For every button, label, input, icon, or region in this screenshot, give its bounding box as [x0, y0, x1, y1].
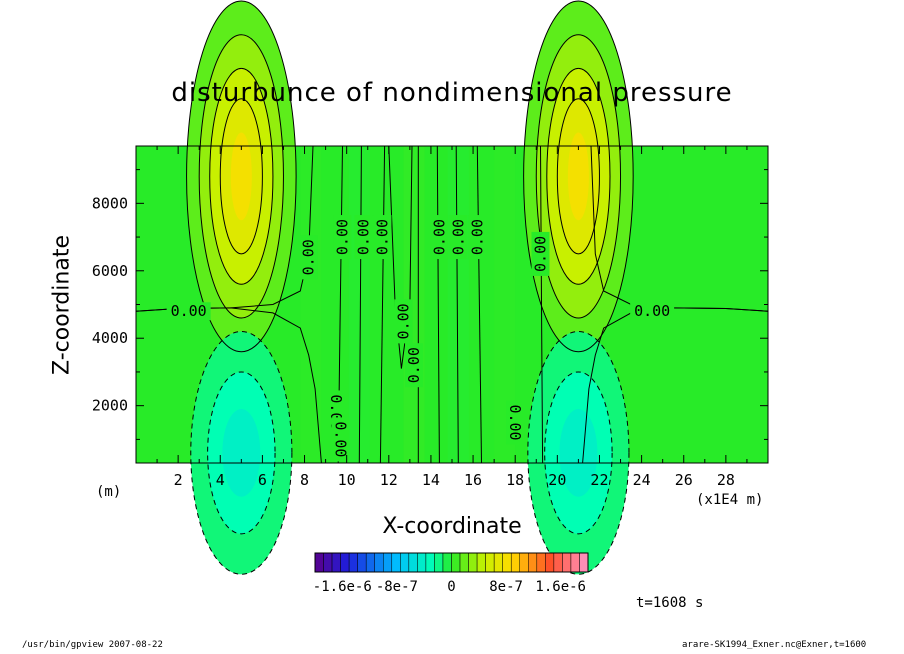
y-tick-label: 2000: [92, 397, 128, 415]
contour-label: 0.00: [300, 239, 318, 275]
x-tick-label: 14: [422, 471, 440, 489]
colorbar-tick-label: -8e-7: [376, 579, 418, 595]
x-tick-label: 22: [590, 471, 608, 489]
x-axis: 2 4 6 8 10 12 14 16 18 20 22 24 26 28: [156, 146, 748, 489]
contour-label: 0.00: [395, 303, 413, 339]
contour-label: 0.00: [333, 219, 351, 255]
contour-label: 0.00: [468, 219, 486, 255]
x-axis-label: X-coordinate: [382, 514, 522, 539]
contour-label: 0.00: [506, 404, 524, 440]
x-tick-label: 12: [380, 471, 398, 489]
x-tick-label: 16: [464, 471, 482, 489]
time-annotation: t=1608 s: [636, 595, 704, 611]
footer-right: arare-SK1994_Exner.nc@Exner,t=1600: [682, 640, 867, 650]
x-tick-label: 4: [216, 471, 225, 489]
contour-label: 0.00: [355, 219, 373, 255]
x-unit-right: (x1E4 m): [696, 492, 764, 508]
y-axis-label: Z-coordinate: [49, 235, 75, 375]
contour-label: 0.00: [634, 302, 670, 320]
y-tick-label: 8000: [92, 194, 128, 212]
footer-left: /usr/bin/gpview 2007-08-22: [22, 640, 163, 650]
contour-label: 0.00: [405, 347, 423, 383]
chart-title: disturbunce of nondimensional pressure: [171, 78, 733, 108]
x-tick-label: 2: [174, 471, 183, 489]
x-tick-label: 6: [258, 471, 267, 489]
x-tick-label: 24: [633, 471, 651, 489]
contour-labels: 0.00 0.000.000.00 0.00 0.000.000.000.00 0.00…: [166, 215, 675, 462]
contour-label: 0.00: [331, 421, 349, 457]
contour-lines: [135, 0, 769, 575]
contour-label: 0.00: [449, 219, 467, 255]
pressure-field: [136, 0, 768, 575]
x-tick-label: 20: [548, 471, 566, 489]
contour-label: 0.00: [373, 219, 391, 255]
colorbar-tick-label: 1.6e-6: [535, 579, 586, 595]
x-tick-label: 8: [300, 471, 309, 489]
colorbar-tick-label: -1.6e-6: [313, 579, 372, 595]
contour-label: 0.00: [171, 302, 207, 320]
y-axis: 2000 4000 6000 8000: [92, 169, 768, 440]
colorbar: -1.6e-6 -8e-7 0 8e-7 1.6e-6: [313, 552, 589, 595]
colorbar-tick-label: 8e-7: [489, 579, 523, 595]
x-tick-label: 26: [675, 471, 693, 489]
x-tick-label: 18: [506, 471, 524, 489]
x-unit-left: (m): [96, 484, 122, 500]
y-tick-label: 6000: [92, 262, 128, 280]
x-tick-label: 28: [717, 471, 735, 489]
colorbar-tick-label: 0: [447, 579, 455, 595]
x-tick-label: 10: [338, 471, 356, 489]
contour-label: 0.00: [430, 219, 448, 255]
y-tick-label: 4000: [92, 329, 128, 347]
contour-label: 0.00: [531, 236, 549, 272]
